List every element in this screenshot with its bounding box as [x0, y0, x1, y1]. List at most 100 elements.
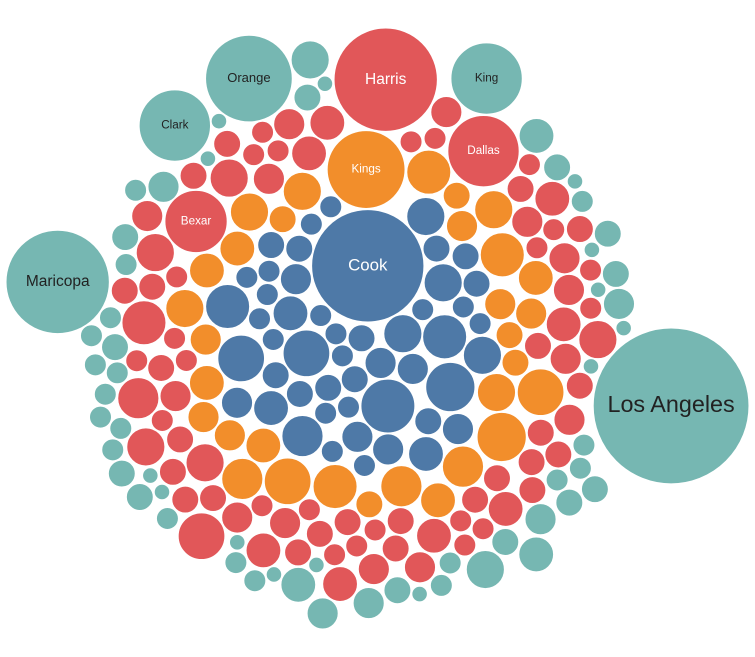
bubble [555, 488, 584, 517]
bubble [93, 382, 117, 406]
bubble [205, 283, 251, 330]
bubble [5, 229, 110, 335]
bubble [209, 158, 249, 198]
bubble [482, 464, 512, 493]
bubble [174, 348, 198, 373]
bubble [308, 556, 325, 574]
bubble [323, 543, 347, 567]
bubble [250, 494, 274, 518]
bubble [79, 324, 104, 348]
bubble [579, 296, 603, 320]
bubble [326, 130, 406, 209]
bubble [408, 436, 444, 472]
bubble [131, 199, 164, 233]
bubble [266, 139, 290, 163]
bubble [383, 576, 412, 605]
bubble [158, 457, 187, 486]
bubble [199, 150, 217, 167]
bubble [383, 314, 423, 354]
bubble [523, 331, 553, 360]
bubble [155, 506, 179, 531]
bubble [320, 439, 344, 463]
bubble [306, 597, 339, 630]
bubble [416, 517, 452, 554]
bubble [602, 287, 636, 321]
bubble [406, 196, 446, 237]
bubble [179, 161, 208, 190]
bubble-label: Orange [227, 70, 270, 85]
bubble [88, 405, 113, 429]
bubble [545, 306, 582, 343]
bubble [517, 260, 554, 296]
bubble [336, 395, 361, 419]
bubble [221, 501, 254, 534]
bubble [126, 427, 166, 467]
bubble [229, 192, 270, 232]
bubble [565, 371, 594, 400]
bubble [476, 372, 517, 413]
bubble [105, 361, 129, 385]
bubble [423, 126, 447, 150]
bubble [517, 153, 541, 177]
bubble [285, 379, 314, 408]
bubble-label: Maricopa [26, 273, 90, 290]
bubble [125, 482, 154, 512]
bubble [282, 329, 331, 378]
bubble [451, 295, 475, 319]
bubble [474, 190, 514, 230]
bubble [228, 534, 246, 551]
bubble [548, 242, 581, 275]
bubble [570, 189, 594, 213]
bubble [285, 234, 314, 263]
bubble [330, 344, 354, 368]
bubble [188, 365, 225, 401]
bubble [305, 519, 334, 548]
bubble [364, 346, 397, 380]
bubble [568, 456, 592, 480]
bubble [245, 427, 282, 464]
bubble [333, 508, 362, 537]
bubble [199, 484, 228, 513]
bubble [422, 314, 468, 360]
bubble [111, 223, 140, 252]
bubble [309, 303, 333, 328]
bubble [284, 538, 313, 567]
bubble [261, 327, 285, 352]
bubble-label: Dallas [467, 144, 500, 157]
bubble [165, 288, 205, 329]
bubble [314, 401, 338, 425]
bubble [347, 324, 376, 353]
bubble [518, 117, 555, 154]
bubble [243, 569, 267, 593]
bubble [219, 230, 256, 267]
bubble [518, 536, 555, 573]
bubble [341, 420, 374, 453]
bubble [299, 212, 323, 236]
bubble [544, 440, 573, 469]
bubble [450, 42, 523, 115]
bubble [265, 566, 283, 583]
bubble [430, 96, 463, 129]
bubble [282, 171, 322, 211]
bubble [565, 215, 594, 244]
bubble [311, 209, 425, 323]
bubble [242, 143, 266, 167]
bubble [252, 162, 286, 195]
bubble [280, 566, 317, 603]
bubble [396, 352, 429, 386]
bubble-label: Kings [351, 163, 380, 176]
bubble [107, 459, 136, 488]
bubble [406, 149, 452, 195]
bubble [534, 180, 571, 217]
bubble [83, 353, 107, 377]
bubble [213, 419, 246, 452]
bubble [221, 457, 264, 501]
bubble [411, 298, 435, 322]
bubble [579, 258, 603, 282]
bubble [110, 276, 139, 305]
bubble [114, 253, 138, 277]
bubble [589, 281, 607, 299]
bubble [524, 503, 557, 536]
bubble [355, 490, 384, 519]
bubble [312, 463, 358, 510]
